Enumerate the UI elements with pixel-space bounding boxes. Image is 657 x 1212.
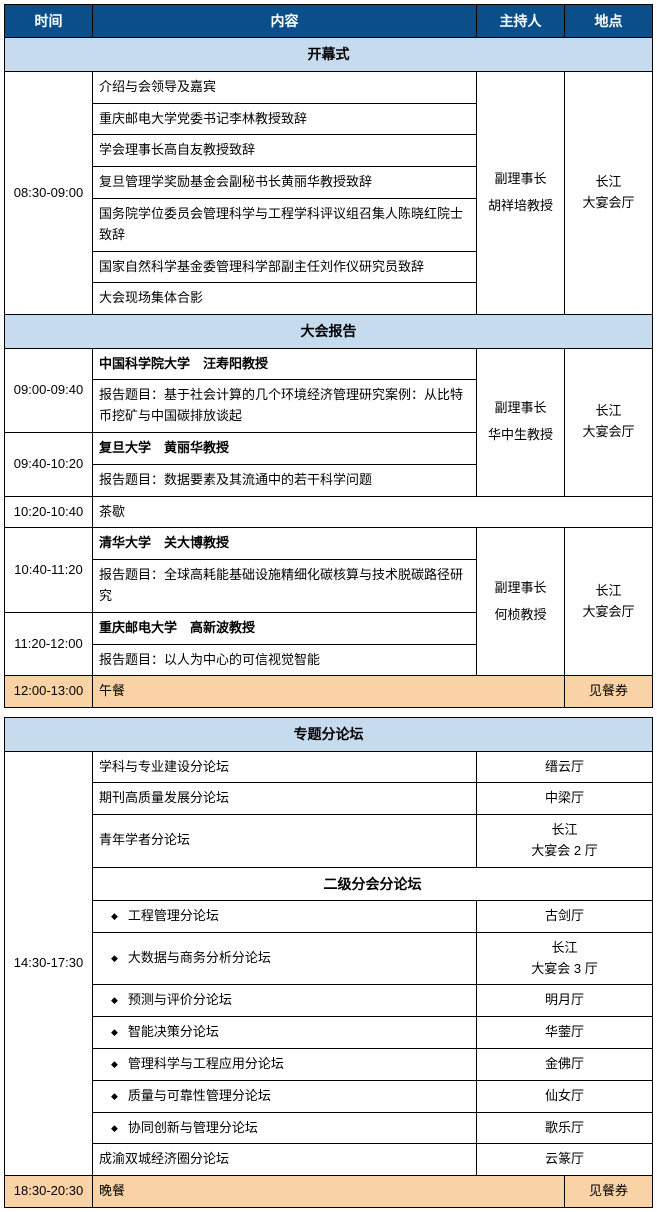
sub-forum-name: 大数据与商务分析分论坛 — [93, 932, 477, 985]
sub-forum-loc: 长江 大宴会 3 厅 — [477, 932, 653, 985]
plenary-g2-loc-line2: 大宴会厅 — [571, 602, 646, 623]
opening-host-line1: 副理事长 — [483, 169, 558, 190]
sub-forum-name: 工程管理分论坛 — [93, 901, 477, 933]
plenary-talk2-title: 复旦大学 黄丽华教授 — [93, 432, 477, 464]
break-time: 10:20-10:40 — [5, 496, 93, 528]
lunch-location: 见餐券 — [565, 676, 653, 708]
plenary-talk2-desc: 报告题目：数据要素及其流通中的若干科学问题 — [93, 464, 477, 496]
plenary-talk3-desc: 报告题目：全球高耗能基础设施精细化碳核算与技术脱碳路径研究 — [93, 560, 477, 613]
dinner-time: 18:30-20:30 — [5, 1176, 93, 1208]
dinner-label: 晚餐 — [93, 1176, 565, 1208]
forum-loc-line1: 长江 — [483, 820, 646, 841]
forums-time: 14:30-17:30 — [5, 751, 93, 1176]
forum-loc: 长江 大宴会 2 厅 — [477, 815, 653, 868]
plenary-talk1-time: 09:00-09:40 — [5, 348, 93, 432]
dinner-location: 见餐券 — [565, 1176, 653, 1208]
forum-name: 期刊高质量发展分论坛 — [93, 783, 477, 815]
plenary-g1-host-line2: 华中生教授 — [483, 425, 558, 446]
opening-host: 副理事长 胡祥培教授 — [477, 71, 565, 314]
forum-loc-line2: 大宴会 2 厅 — [483, 841, 646, 862]
header-content: 内容 — [93, 5, 477, 38]
sub-forums-header: 二级分会分论坛 — [93, 867, 653, 900]
sub-forum-loc-line1: 长江 — [483, 938, 646, 959]
forum-loc: 中梁厅 — [477, 783, 653, 815]
break-label: 茶歇 — [93, 496, 653, 528]
sub-forum-name: 管理科学与工程应用分论坛 — [93, 1049, 477, 1081]
opening-item: 大会现场集体合影 — [93, 283, 477, 315]
plenary-g2-loc-line1: 长江 — [571, 581, 646, 602]
forum-last-name: 成渝双城经济圈分论坛 — [93, 1144, 477, 1176]
bullet-icon — [111, 908, 128, 923]
sub-forum-loc: 华蓥厅 — [477, 1017, 653, 1049]
plenary-talk1-title: 中国科学院大学 汪寿阳教授 — [93, 348, 477, 380]
plenary-group1-host: 副理事长 华中生教授 — [477, 348, 565, 496]
sub-forum-loc-line2: 大宴会 3 厅 — [483, 959, 646, 980]
bullet-icon — [111, 950, 128, 965]
opening-loc-line1: 长江 — [571, 172, 646, 193]
opening-host-line2: 胡祥培教授 — [483, 196, 558, 217]
sub-forum-name: 预测与评价分论坛 — [93, 985, 477, 1017]
plenary-g1-loc-line1: 长江 — [571, 401, 646, 422]
header-time: 时间 — [5, 5, 93, 38]
opening-item: 重庆邮电大学党委书记李林教授致辞 — [93, 103, 477, 135]
lunch-label: 午餐 — [93, 676, 565, 708]
plenary-g2-host-line2: 何桢教授 — [483, 605, 558, 626]
sub-forum-loc: 歌乐厅 — [477, 1112, 653, 1144]
bullet-icon — [111, 992, 128, 1007]
opening-item: 复旦管理学奖励基金会副秘书长黄丽华教授致辞 — [93, 167, 477, 199]
sub-forum-name: 质量与可靠性管理分论坛 — [93, 1080, 477, 1112]
plenary-group1-location: 长江 大宴会厅 — [565, 348, 653, 496]
plenary-talk3-title: 清华大学 关大博教授 — [93, 528, 477, 560]
schedule-table: 时间 内容 主持人 地点 开幕式 08:30-09:00 介绍与会领导及嘉宾 副… — [4, 4, 653, 1208]
sub-forum-name: 协同创新与管理分论坛 — [93, 1112, 477, 1144]
opening-location: 长江 大宴会厅 — [565, 71, 653, 314]
section-header-forums: 专题分论坛 — [5, 718, 653, 751]
forum-name: 青年学者分论坛 — [93, 815, 477, 868]
plenary-talk3-time: 10:40-11:20 — [5, 528, 93, 612]
section-header-opening: 开幕式 — [5, 38, 653, 71]
plenary-talk4-desc: 报告题目：以人为中心的可信视觉智能 — [93, 644, 477, 676]
plenary-g1-host-line1: 副理事长 — [483, 398, 558, 419]
sub-forum-name: 智能决策分论坛 — [93, 1017, 477, 1049]
lunch-time: 12:00-13:00 — [5, 676, 93, 708]
opening-item: 学会理事长高自友教授致辞 — [93, 135, 477, 167]
sub-forum-loc: 古剑厅 — [477, 901, 653, 933]
forum-last-loc: 云篆厅 — [477, 1144, 653, 1176]
opening-item: 介绍与会领导及嘉宾 — [93, 71, 477, 103]
plenary-g1-loc-line2: 大宴会厅 — [571, 422, 646, 443]
plenary-talk4-time: 11:20-12:00 — [5, 612, 93, 676]
plenary-talk2-time: 09:40-10:20 — [5, 432, 93, 496]
plenary-talk1-desc: 报告题目：基于社会计算的几个环境经济管理研究案例：从比特币挖矿与中国碳排放谈起 — [93, 380, 477, 433]
opening-item: 国家自然科学基金委管理科学部副主任刘作仪研究员致辞 — [93, 251, 477, 283]
opening-item: 国务院学位委员会管理科学与工程学科评议组召集人陈晓红院士致辞 — [93, 198, 477, 251]
bullet-icon — [111, 1024, 128, 1039]
bullet-icon — [111, 1088, 128, 1103]
header-row: 时间 内容 主持人 地点 — [5, 5, 653, 38]
spacer-row — [5, 708, 653, 718]
section-header-plenary: 大会报告 — [5, 315, 653, 348]
opening-loc-line2: 大宴会厅 — [571, 193, 646, 214]
forum-loc: 缙云厅 — [477, 751, 653, 783]
bullet-icon — [111, 1056, 128, 1071]
lunch-row: 12:00-13:00 午餐 见餐券 — [5, 676, 653, 708]
header-host: 主持人 — [477, 5, 565, 38]
sub-forum-loc: 仙女厅 — [477, 1080, 653, 1112]
sub-forum-loc: 金佛厅 — [477, 1049, 653, 1081]
plenary-group2-host: 副理事长 何桢教授 — [477, 528, 565, 676]
dinner-row: 18:30-20:30 晚餐 见餐券 — [5, 1176, 653, 1208]
sub-forum-loc: 明月厅 — [477, 985, 653, 1017]
plenary-group2-location: 长江 大宴会厅 — [565, 528, 653, 676]
plenary-g2-host-line1: 副理事长 — [483, 578, 558, 599]
forum-name: 学科与专业建设分论坛 — [93, 751, 477, 783]
opening-time: 08:30-09:00 — [5, 71, 93, 314]
header-location: 地点 — [565, 5, 653, 38]
plenary-talk4-title: 重庆邮电大学 高新波教授 — [93, 612, 477, 644]
bullet-icon — [111, 1120, 128, 1135]
